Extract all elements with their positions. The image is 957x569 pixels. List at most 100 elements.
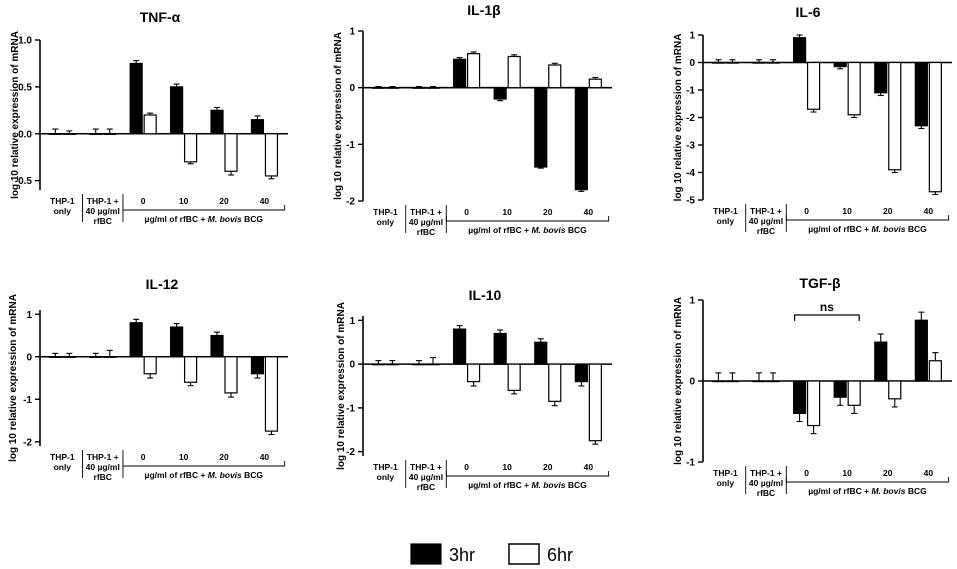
x-category-label: 40 (924, 206, 934, 216)
bar-3hr-0 (452, 328, 467, 365)
x-category-label: THP-1 +40 µg/ml rfBC (749, 206, 783, 236)
x-group-bracket (445, 471, 610, 477)
bar-6hr-10 (183, 133, 198, 163)
y-tick-label: 1 (349, 316, 355, 327)
x-category-label: THP-1 +40 µg/ml rfBC (409, 462, 443, 492)
y-tick-label: -3 (686, 141, 695, 152)
bar-3hr-0 (452, 58, 467, 89)
x-category-label: 40 (584, 462, 594, 472)
bar-3hr-40 (250, 119, 265, 135)
bar-6hr-40 (264, 356, 279, 432)
bar-6hr-40 (264, 133, 279, 177)
panel-title: IL-6 (796, 4, 821, 20)
x-category-label: 0 (141, 452, 146, 462)
x-category-label: THP-1 only (713, 206, 738, 226)
bar-3hr-10 (493, 87, 507, 100)
bar-3hr-20 (534, 87, 548, 168)
x-category-label: THP-1 +40 µg/ml rfBC (86, 196, 120, 226)
x-category-label: 10 (179, 452, 189, 462)
x-category-label: THP-1 +40 µg/ml rfBC (86, 452, 120, 482)
y-tick-label: -2 (23, 437, 32, 448)
x-category-label: 0 (804, 206, 809, 216)
panel-title: TGF-β (799, 275, 841, 291)
panel-tnf: TNF-α log 10 relative expression of mRNA-… (10, 9, 288, 226)
bar-3hr-0 (129, 62, 143, 135)
bar-6hr-40 (588, 363, 602, 442)
panel-il-1: IL-1β log 10 relative expression of mRNA-… (333, 2, 612, 237)
bar-6hr-0 (143, 356, 157, 375)
x-group-label: µg/ml of rfBC + M. bovis BCG (145, 214, 264, 224)
y-axis-label: log 10 relative expression of mRNA (8, 294, 19, 462)
bar-3hr-thp-1-40-g-ml-rfbc (89, 356, 103, 358)
panel-title: IL-12 (146, 276, 179, 292)
bar-6hr-20 (548, 363, 562, 402)
y-tick-label: 1.0 (18, 36, 32, 47)
bar-6hr-40 (928, 360, 942, 382)
y-axis-label: log 10 relative expression of mRNA (673, 34, 684, 202)
bar-6hr-thp-1-40-g-ml-rfbc (766, 61, 780, 64)
x-category-label: 0 (804, 468, 809, 478)
x-category-label: 0 (464, 207, 469, 217)
bar-6hr-0 (466, 363, 481, 383)
x-category-label: 20 (883, 468, 893, 478)
y-tick-label: 1 (689, 296, 695, 307)
bar-3hr-thp-1-40-g-ml-rfbc (752, 61, 766, 64)
panel-il-6: IL-6 log 10 relative expression of mRNA -5… (673, 4, 952, 236)
bar-3hr-thp-1-only (48, 133, 62, 135)
bar-6hr-thp-1-only (62, 133, 76, 135)
bar-3hr-10 (169, 326, 184, 358)
x-group-bracket (122, 205, 286, 211)
panel-title: TNF-α (140, 9, 181, 25)
x-category-label: 10 (502, 207, 512, 217)
bar-6hr-thp-1-40-g-ml-rfbc (766, 380, 780, 383)
bar-6hr-10 (847, 380, 861, 406)
y-tick-label: 0 (349, 83, 355, 94)
bar-6hr-20 (548, 64, 562, 89)
bar-3hr-thp-1-40-g-ml-rfbc (412, 87, 426, 89)
bar-6hr-0 (806, 380, 821, 427)
legend-swatch-6hr (508, 543, 540, 565)
bar-6hr-thp-1-40-g-ml-rfbc (426, 87, 440, 89)
x-category-label: 10 (179, 196, 189, 206)
bar-3hr-20 (210, 334, 224, 358)
bar-6hr-thp-1-40-g-ml-rfbc (103, 356, 117, 358)
y-tick-label: 0 (349, 360, 355, 371)
bar-6hr-20 (224, 133, 238, 172)
bar-6hr-0 (143, 114, 157, 135)
bar-3hr-40 (574, 87, 588, 191)
panel-tgf: TGF-β log 10 relative expression of mRNA -… (673, 275, 952, 498)
y-tick-label: -4 (686, 168, 695, 179)
legend: 3hr 6hr (410, 543, 573, 565)
y-tick-label: -5 (686, 196, 695, 207)
bar-6hr-thp-1-40-g-ml-rfbc (103, 133, 117, 135)
bar-3hr-thp-1-only (371, 87, 386, 89)
y-tick-label: 1 (689, 31, 695, 42)
x-category-label: 20 (543, 207, 553, 217)
x-group-bracket (122, 461, 286, 467)
y-tick-label: -2 (346, 447, 355, 458)
y-tick-label: 0 (689, 377, 695, 388)
x-group-label: µg/ml of rfBC + M. bovis BCG (145, 470, 264, 480)
bar-6hr-40 (928, 61, 942, 193)
x-group-label: µg/ml of rfBC + M. bovis BCG (468, 480, 587, 490)
legend-swatch-3hr (410, 543, 442, 565)
bar-6hr-thp-1-only (385, 87, 400, 89)
x-category-label: 0 (464, 462, 469, 472)
bar-6hr-10 (183, 356, 198, 383)
x-category-label: 40 (584, 207, 594, 217)
x-category-label: 20 (219, 196, 229, 206)
bar-6hr-10 (847, 61, 861, 116)
bar-3hr-thp-1-40-g-ml-rfbc (412, 363, 426, 366)
panel-title: IL-1β (467, 2, 501, 18)
bar-6hr-thp-1-only (62, 356, 76, 358)
panel-il-12: IL-12 log 10 relative expression of mRNA -… (8, 276, 288, 482)
bar-3hr-10 (833, 380, 847, 398)
bar-6hr-0 (466, 53, 481, 89)
bar-6hr-20 (888, 61, 902, 171)
x-group-label: µg/ml of rfBC + M. bovis BCG (468, 225, 587, 235)
y-tick-label: 1 (26, 310, 32, 321)
bar-3hr-40 (914, 61, 928, 127)
bar-6hr-0 (806, 61, 821, 110)
